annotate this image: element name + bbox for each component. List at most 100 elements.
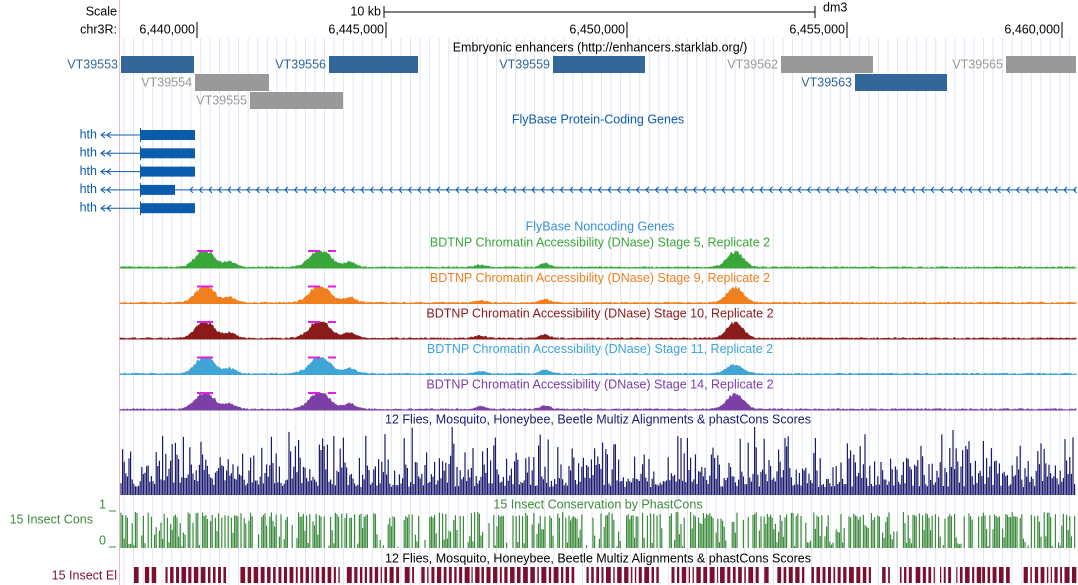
element-block (443, 567, 447, 583)
element-block (571, 567, 575, 583)
element-block (788, 567, 793, 583)
element-block (1023, 567, 1028, 583)
element-block (283, 567, 288, 583)
gene-arrow (100, 204, 140, 212)
element-block (295, 567, 298, 583)
element-block (802, 567, 805, 583)
element-block (843, 567, 847, 583)
element-block (899, 567, 902, 583)
element-block (369, 567, 373, 583)
enhancer-box (250, 92, 343, 109)
element-block (305, 567, 309, 583)
scale-bar (383, 6, 816, 18)
element-block (601, 567, 604, 583)
gene-exon (141, 203, 195, 214)
element-block (709, 567, 715, 583)
clip-marker (308, 321, 320, 323)
clip-marker (197, 285, 213, 288)
element-block (223, 567, 227, 583)
element-block (212, 567, 216, 583)
position-label: 6,450,000 (569, 22, 625, 36)
dnase-title: BDTNP Chromatin Accessibility (DNase) St… (427, 342, 773, 356)
element-block (530, 567, 535, 583)
element-block (999, 567, 1004, 583)
gene-arrow (100, 186, 140, 194)
element-block (516, 567, 521, 583)
element-block (359, 567, 363, 583)
clip-marker (197, 356, 213, 359)
dnase-title: BDTNP Chromatin Accessibility (DNase) St… (430, 235, 770, 249)
element-block (904, 567, 907, 583)
element-block (144, 567, 150, 583)
element-block (755, 567, 759, 583)
element-block (289, 567, 294, 583)
element-block (499, 567, 502, 583)
cons-bars (120, 512, 1076, 548)
element-block (727, 567, 731, 583)
element-block (624, 567, 629, 583)
gene-label: hth (80, 182, 97, 196)
element-block (436, 567, 442, 583)
clip-marker (328, 321, 336, 323)
element-block (193, 567, 199, 583)
element-block (738, 567, 742, 583)
element-block (486, 567, 491, 583)
clip-marker (328, 392, 336, 394)
gene-arrow (100, 131, 140, 139)
cons-axis-top: 1 (99, 497, 106, 511)
gene-label: hth (80, 146, 97, 160)
element-block (548, 567, 552, 583)
assembly: dm3 (823, 0, 847, 14)
element-block (617, 567, 622, 583)
enhancer-label: VT39563 (801, 75, 852, 89)
dnase-title: BDTNP Chromatin Accessibility (DNase) St… (426, 306, 773, 320)
element-block (475, 567, 480, 583)
element-block (170, 567, 174, 583)
clip-marker (328, 285, 336, 288)
element-block (848, 567, 854, 583)
element-block (389, 567, 394, 583)
element-block (1050, 567, 1052, 583)
element-block (176, 567, 180, 583)
element-block (404, 567, 410, 583)
clip-marker (197, 392, 213, 394)
element-block (586, 567, 589, 583)
element-block (764, 567, 769, 583)
element-block (553, 567, 559, 583)
clip-marker (197, 250, 213, 252)
element-block (565, 567, 570, 583)
element-block (510, 567, 515, 583)
element-block (638, 567, 642, 583)
element-block (315, 567, 320, 583)
element-block (882, 567, 886, 583)
clip-marker (308, 356, 320, 359)
element-block (959, 567, 963, 583)
element-block (862, 567, 867, 583)
gene-arrow (100, 168, 140, 175)
element-block (504, 567, 508, 583)
element-block (744, 567, 746, 583)
element-block (644, 567, 650, 583)
enhancer-title: Embryonic enhancers (http://enhancers.st… (453, 40, 748, 54)
element-block (346, 567, 352, 583)
element-block (908, 567, 912, 583)
element-block (651, 567, 655, 583)
element-block (471, 567, 473, 583)
gene-label: hth (80, 200, 97, 214)
element-block (634, 567, 637, 583)
element-block (816, 567, 821, 583)
clip-marker (308, 250, 320, 252)
dnase-title: BDTNP Chromatin Accessibility (DNase) St… (426, 377, 773, 391)
element-block (253, 567, 259, 583)
element-block (561, 567, 564, 583)
gene-label: hth (80, 127, 97, 141)
element-block (311, 567, 314, 583)
element-block (321, 567, 326, 583)
clip-marker (308, 285, 320, 288)
enhancer-label: VT39556 (275, 57, 326, 71)
elements-title: 12 Flies, Mosquito, Honeybee, Beetle Mul… (385, 551, 811, 565)
element-block (412, 567, 415, 583)
element-block (939, 567, 942, 583)
element-block (273, 567, 276, 583)
element-block (354, 567, 358, 583)
